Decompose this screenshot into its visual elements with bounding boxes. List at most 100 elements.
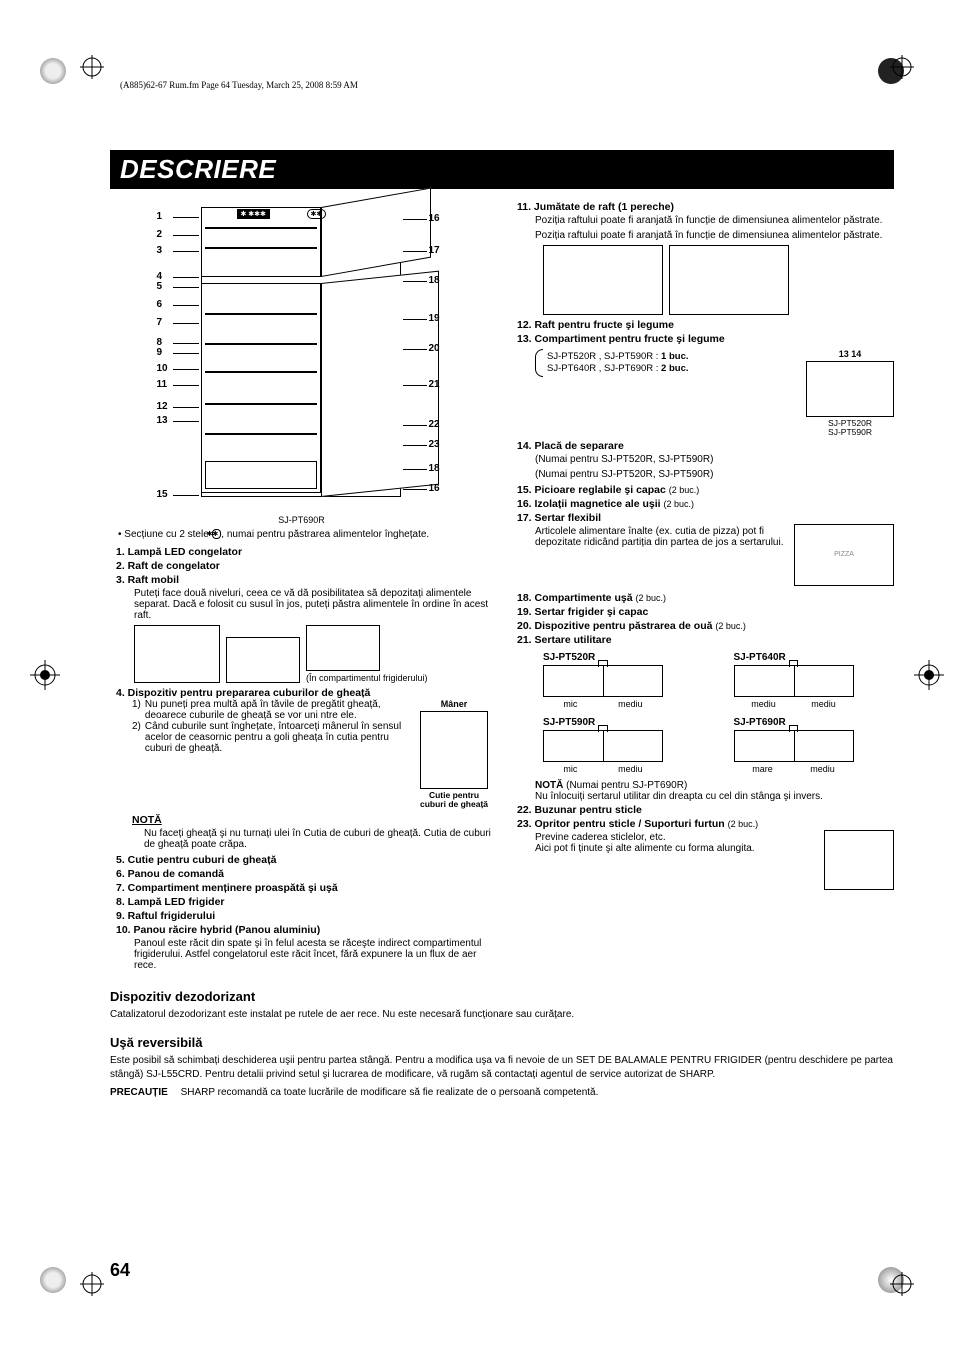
diagram-label: 12: [157, 401, 168, 412]
description-item: 14. Placă de separare(Numai pentru SJ-PT…: [517, 440, 894, 480]
sub-list-item: 1)Nu puneți prea multă apă în tăvile de …: [132, 699, 407, 721]
item-title: 5. Cutie pentru cuburi de gheață: [116, 854, 276, 866]
corner-dot: [40, 1267, 66, 1293]
callout-numbers: 13 14: [806, 349, 894, 359]
description-item: 9. Raftul frigiderului: [116, 910, 493, 922]
drawer-size-labels: mediumediu: [734, 699, 854, 709]
item-body: Poziția raftului poate fi aranjată în fu…: [535, 230, 894, 241]
item-title: 20. Dispozitive pentru păstrarea de ouă …: [517, 620, 746, 632]
diagram-label: 7: [157, 317, 163, 328]
section-title-bar: DESCRIERE: [110, 150, 894, 189]
item-title: 15. Picioare reglabile şi capac (2 buc.): [517, 484, 699, 496]
subsection-title: Uşă reversibilă: [110, 1035, 894, 1050]
drawer-icon: [543, 665, 663, 697]
description-item: 5. Cutie pentru cuburi de gheață: [116, 854, 493, 866]
illustration-icon: [134, 625, 220, 683]
sub-list: 1)Nu puneți prea multă apă în tăvile de …: [132, 699, 407, 810]
drawer-variant: SJ-PT590R micmediu: [543, 717, 704, 774]
item-title: 16. Izolații magnetice ale uşii (2 buc.): [517, 498, 694, 510]
description-item: 23. Opritor pentru sticle / Suporturi fu…: [517, 818, 894, 894]
caution-row: PRECAUȚIE SHARP recomandă ca toate lucră…: [110, 1087, 894, 1098]
note-label: NOTĂ: [132, 814, 493, 826]
left-column: ✱ ✱✱✱ ✱✱ 1234567891011121315 16171819202…: [110, 199, 493, 975]
item-title: 23. Opritor pentru sticle / Suporturi fu…: [517, 818, 758, 830]
subsection-title: Dispozitiv dezodorizant: [110, 989, 894, 1004]
compartment-icon: [806, 361, 894, 417]
diagram-label: 1: [157, 211, 163, 222]
compartment-illustration: 13 14 SJ-PT520RSJ-PT590R: [806, 349, 894, 438]
item-title: 19. Sertar frigider şi capac: [517, 606, 648, 618]
description-item: 17. Sertar flexibil PIZZA Articolele ali…: [517, 512, 894, 590]
item-title: 12. Raft pentru fructe şi legume: [517, 319, 674, 331]
item-title: 10. Panou răcire hybrid (Panou aluminiu): [116, 924, 320, 936]
diagram-label: 13: [157, 415, 168, 426]
bracket-icon: [535, 349, 543, 377]
item-title: 22. Buzunar pentru sticle: [517, 804, 642, 816]
description-item: 10. Panou răcire hybrid (Panou aluminiu)…: [116, 924, 493, 971]
item-title: 17. Sertar flexibil: [517, 512, 601, 524]
description-item: 1. Lampă LED congelator: [116, 546, 493, 558]
diagram-label: 17: [429, 245, 440, 256]
diagram-label: 19: [429, 313, 440, 324]
side-illustration: Mâner Cutie pentru cuburi de gheață: [415, 699, 493, 810]
item-title: 2. Raft de congelator: [116, 560, 220, 572]
diagram-label: 5: [157, 281, 163, 292]
drawer-icon: [734, 730, 854, 762]
registration-mark-icon: [914, 660, 944, 690]
drawer-icon: [734, 665, 854, 697]
illustration-caption: (În compartimentul frigiderului): [306, 673, 428, 683]
diagram-label: 10: [157, 363, 168, 374]
illustration-icon: [226, 637, 300, 683]
drawer-size-labels: micmediu: [543, 699, 663, 709]
subsection-body: Catalizatorul dezodorizant este instalat…: [110, 1008, 894, 1022]
section-title: DESCRIERE: [120, 154, 888, 185]
diagram-label: 18: [429, 275, 440, 286]
drawer-size-labels: maremediu: [734, 764, 854, 774]
drawer-icon: [543, 730, 663, 762]
page-number: 64: [110, 1260, 130, 1281]
description-item: 16. Izolații magnetice ale uşii (2 buc.): [517, 498, 894, 510]
fridge-diagram: ✱ ✱✱✱ ✱✱ 1234567891011121315 16171819202…: [157, 203, 447, 513]
note-tail: , numai pentru păstrarea alimentelor îng…: [221, 529, 429, 540]
description-item: 3. Raft mobilPuteți face două niveluri, …: [116, 574, 493, 683]
illustration-row: (În compartimentul frigiderului): [134, 625, 493, 683]
diagram-label: 6: [157, 299, 163, 310]
drawer-variant: SJ-PT690R maremediu: [734, 717, 895, 774]
drawer-variant: SJ-PT520R micmediu: [543, 652, 704, 709]
diagram-label: 16: [429, 483, 440, 494]
description-item: 4. Dispozitiv pentru prepararea cuburilo…: [116, 687, 493, 850]
corner-dot: [40, 58, 66, 84]
item-title: 11. Jumătate de raft (1 pereche): [517, 201, 674, 213]
note-body: Nu faceți gheață şi nu turnați ulei în C…: [144, 828, 493, 850]
description-item: 6. Panou de comandă: [116, 868, 493, 880]
description-item: 21. Sertare utilitare SJ-PT520R micmediu…: [517, 634, 894, 802]
item-title: 21. Sertare utilitare: [517, 634, 612, 646]
diagram-label: 21: [429, 379, 440, 390]
item-title: 3. Raft mobil: [116, 574, 179, 586]
two-star-icon: ✱✱: [212, 529, 222, 539]
description-item: 11. Jumătate de raft (1 pereche) Poziția …: [517, 201, 894, 315]
bottle-illustration: [824, 830, 894, 890]
item-title: 18. Compartimente uşă (2 buc.): [517, 592, 666, 604]
diagram-caption: SJ-PT690R: [110, 515, 493, 525]
illustration-row: [543, 245, 894, 315]
item-title: 13. Compartiment pentru fructe şi legume: [517, 333, 725, 345]
model-label: SJ-PT640R: [734, 652, 895, 663]
item-body: (Numai pentru SJ-PT520R, SJ-PT590R): [535, 454, 894, 465]
label: Cutie pentru cuburi de gheață: [415, 791, 493, 810]
item-body: Panoul este răcit din spate şi în felul …: [134, 938, 493, 971]
item-title: 7. Compartiment menținere proaspătă şi u…: [116, 882, 338, 894]
diagram-label: 20: [429, 343, 440, 354]
shelf-illustration-icon: [543, 245, 663, 315]
diagram-label: 15: [157, 489, 168, 500]
two-column-layout: ✱ ✱✱✱ ✱✱ 1234567891011121315 16171819202…: [110, 199, 894, 975]
note-block: NOTĂ (Numai pentru SJ-PT690R) Nu înlocui…: [535, 780, 894, 802]
ice-maker-icon: [420, 711, 488, 789]
diagram-label: 2: [157, 229, 163, 240]
bottle-stopper-icon: [824, 830, 894, 890]
description-item: 12. Raft pentru fructe şi legume: [517, 319, 894, 331]
diagram-label: 18: [429, 463, 440, 474]
label: Mâner: [415, 699, 493, 709]
item-body: Poziția raftului poate fi aranjată în fu…: [535, 215, 894, 226]
model-label: SJ-PT690R: [734, 717, 895, 728]
